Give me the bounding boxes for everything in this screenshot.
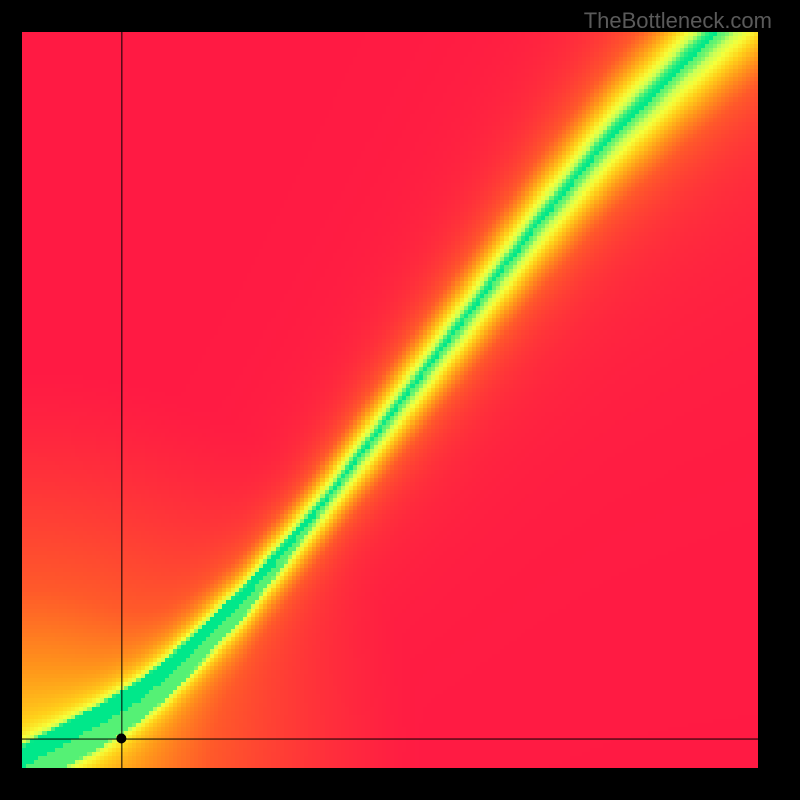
heatmap-plot-area xyxy=(22,32,758,768)
heatmap-canvas xyxy=(22,32,758,768)
watermark-text: TheBottleneck.com xyxy=(584,8,772,34)
chart-container: TheBottleneck.com xyxy=(0,0,800,800)
